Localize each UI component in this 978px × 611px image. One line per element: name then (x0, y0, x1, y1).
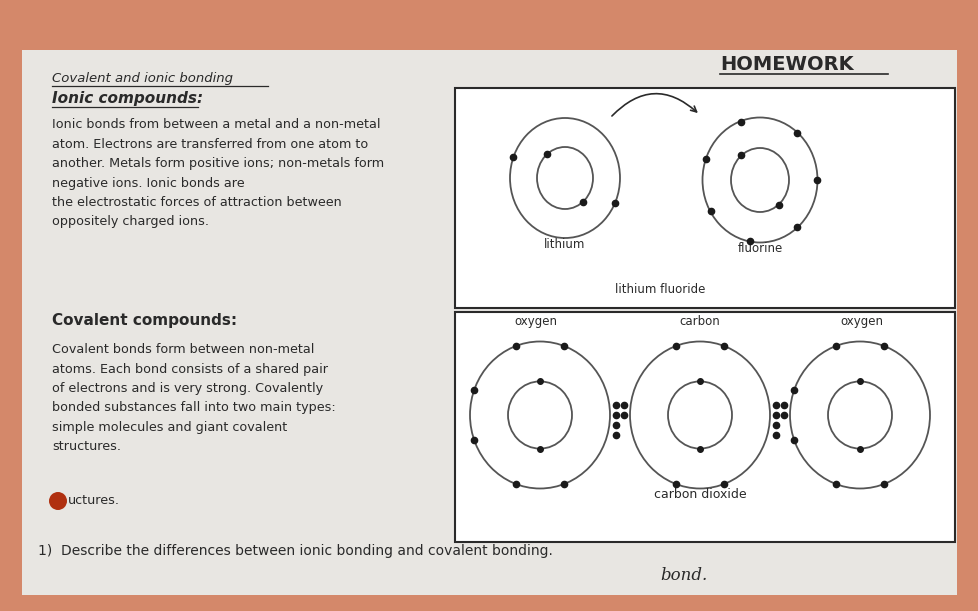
Text: Ionic bonds from between a metal and a non-metal
atom. Electrons are transferred: Ionic bonds from between a metal and a n… (52, 118, 383, 229)
Text: Covalent and ionic bonding: Covalent and ionic bonding (52, 72, 233, 85)
Text: lithium fluoride: lithium fluoride (614, 283, 704, 296)
Text: lithium: lithium (544, 238, 585, 251)
Bar (22, 50, 956, 595)
Text: Covalent bonds form between non-metal
atoms. Each bond consists of a shared pair: Covalent bonds form between non-metal at… (52, 343, 335, 453)
Text: fluorine: fluorine (736, 242, 781, 255)
Text: carbon: carbon (679, 315, 720, 328)
Text: HOMEWORK: HOMEWORK (719, 55, 853, 74)
Text: oxygen: oxygen (514, 315, 556, 328)
Text: Covalent compounds:: Covalent compounds: (52, 313, 237, 328)
Bar (455, 312, 954, 542)
Text: bond.: bond. (659, 567, 706, 584)
Bar (455, 88, 954, 308)
Text: carbon dioxide: carbon dioxide (653, 488, 745, 501)
Text: oxygen: oxygen (840, 315, 882, 328)
Circle shape (49, 492, 67, 510)
Text: Ionic compounds:: Ionic compounds: (52, 91, 202, 106)
Text: 1)  Describe the differences between ionic bonding and covalent bonding.: 1) Describe the differences between ioni… (38, 544, 553, 558)
Text: uctures.: uctures. (67, 494, 120, 508)
